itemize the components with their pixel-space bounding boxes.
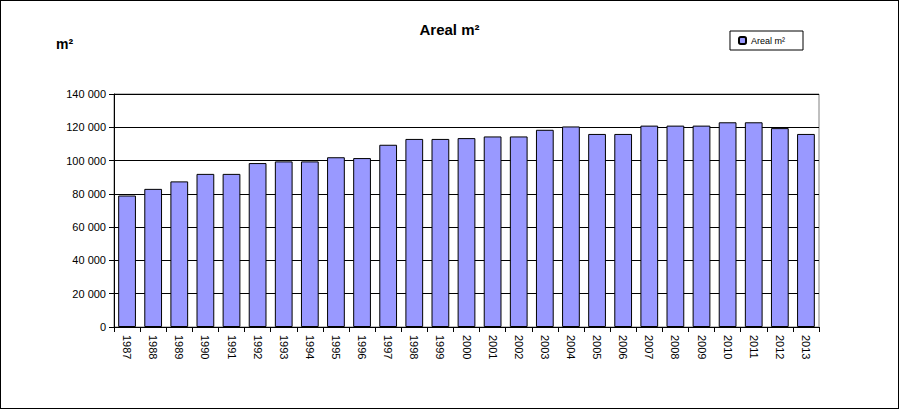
svg-text:2010: 2010 — [722, 335, 734, 359]
svg-text:1999: 1999 — [434, 335, 446, 359]
svg-text:1991: 1991 — [226, 335, 238, 359]
svg-text:2002: 2002 — [513, 335, 525, 359]
svg-text:m²: m² — [56, 36, 73, 52]
svg-text:2006: 2006 — [617, 335, 629, 359]
svg-text:1995: 1995 — [330, 335, 342, 359]
svg-text:1989: 1989 — [173, 335, 185, 359]
svg-text:2008: 2008 — [669, 335, 681, 359]
svg-text:2001: 2001 — [487, 335, 499, 359]
svg-text:Areal m²: Areal m² — [751, 36, 785, 46]
svg-text:120 000: 120 000 — [66, 121, 106, 133]
svg-text:1994: 1994 — [304, 335, 316, 359]
svg-text:1996: 1996 — [356, 335, 368, 359]
svg-text:2003: 2003 — [539, 335, 551, 359]
svg-text:1993: 1993 — [278, 335, 290, 359]
svg-text:Areal m²: Areal m² — [419, 21, 479, 38]
svg-text:1990: 1990 — [199, 335, 211, 359]
svg-text:40 000: 40 000 — [72, 254, 106, 266]
svg-text:2011: 2011 — [748, 335, 760, 359]
svg-text:1998: 1998 — [408, 335, 420, 359]
svg-text:1987: 1987 — [121, 335, 133, 359]
svg-text:140 000: 140 000 — [66, 88, 106, 100]
svg-text:1992: 1992 — [252, 335, 264, 359]
svg-text:2012: 2012 — [774, 335, 786, 359]
svg-text:100 000: 100 000 — [66, 155, 106, 167]
svg-text:20 000: 20 000 — [72, 288, 106, 300]
svg-text:2007: 2007 — [643, 335, 655, 359]
svg-text:80 000: 80 000 — [72, 188, 106, 200]
svg-text:2005: 2005 — [591, 335, 603, 359]
svg-text:1997: 1997 — [382, 335, 394, 359]
svg-text:1988: 1988 — [147, 335, 159, 359]
svg-text:2013: 2013 — [800, 335, 812, 359]
svg-text:2009: 2009 — [696, 335, 708, 359]
svg-text:2000: 2000 — [461, 335, 473, 359]
svg-text:2004: 2004 — [565, 335, 577, 359]
svg-text:60 000: 60 000 — [72, 221, 106, 233]
svg-text:0: 0 — [100, 321, 106, 333]
